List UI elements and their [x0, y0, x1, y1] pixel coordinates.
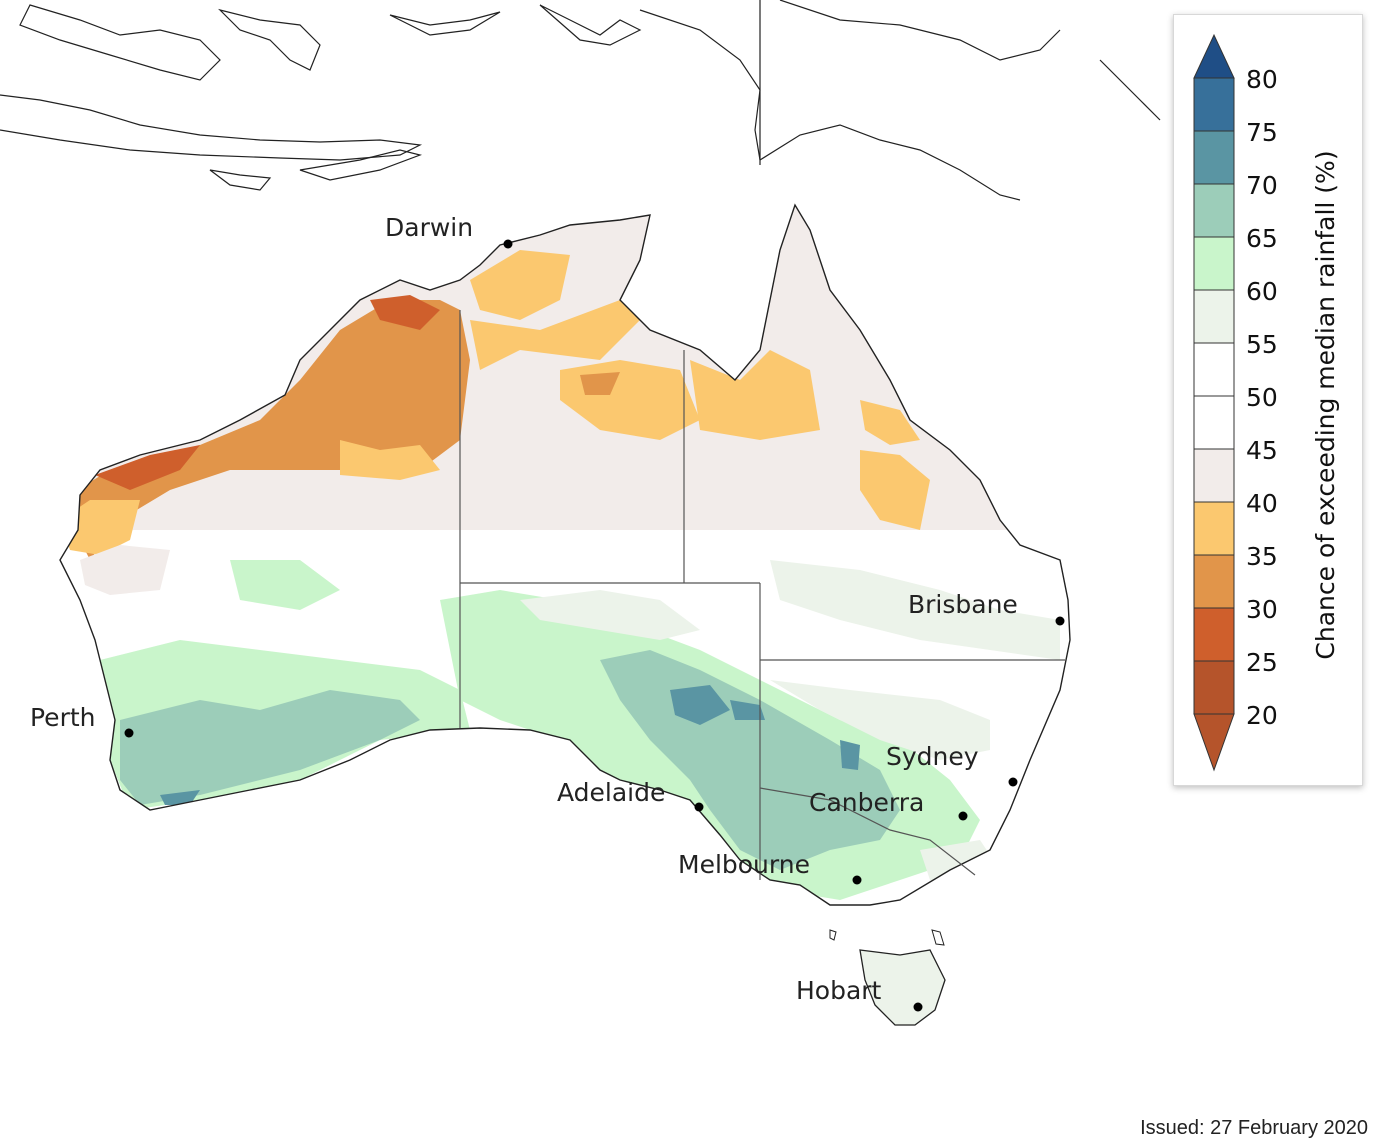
colorbar-bin [1193, 501, 1235, 556]
city-darwin: Darwin [385, 213, 513, 249]
australia-landmass [59, 204, 1071, 906]
city-label: Adelaide [557, 778, 665, 807]
tick-label: 55 [1246, 330, 1278, 359]
city-melbourne: Melbourne [678, 850, 862, 885]
tick-label: 70 [1246, 171, 1278, 200]
tick-label: 25 [1246, 648, 1278, 677]
city-adelaide: Adelaide [557, 778, 704, 812]
city-marker [694, 802, 704, 812]
colorbar-bottom-arrow [1193, 713, 1235, 772]
city-marker [124, 728, 134, 738]
city-marker [1008, 777, 1018, 787]
colorbar-bin [1193, 289, 1235, 344]
colorbar-title: Chance of exceeding median rainfall (%) [1311, 150, 1340, 659]
colorbar-bin [1193, 183, 1235, 238]
city-label: Darwin [385, 213, 473, 242]
colorbar-bin [1193, 554, 1235, 609]
tick-label: 60 [1246, 277, 1278, 306]
colorbar-bin [1193, 660, 1235, 715]
city-label: Brisbane [908, 590, 1018, 619]
colorbar-bin [1193, 236, 1235, 291]
city-marker [852, 875, 862, 885]
city-label: Perth [30, 703, 96, 732]
city-perth: Perth [30, 703, 134, 738]
colorbar-bin [1193, 130, 1235, 185]
city-label: Hobart [796, 976, 882, 1005]
tick-label: 50 [1246, 383, 1278, 412]
colorbar-bin [1193, 342, 1235, 397]
state-borders [459, 310, 1065, 880]
tick-label: 20 [1246, 701, 1278, 730]
city-sydney: Sydney [886, 742, 1018, 787]
tick-label: 40 [1246, 489, 1278, 518]
city-label: Canberra [809, 788, 924, 817]
colorbar-bin [1193, 77, 1235, 132]
city-label: Sydney [886, 742, 979, 771]
tick-label: 80 [1246, 65, 1278, 94]
tick-label: 75 [1246, 118, 1278, 147]
city-marker [1055, 616, 1065, 626]
colorbar-bin [1193, 607, 1235, 662]
city-label: Melbourne [678, 850, 810, 879]
colorbar-bin [1193, 448, 1235, 503]
city-hobart: Hobart [796, 976, 923, 1012]
colorbar-legend: 80 75 70 65 60 55 50 45 40 35 30 25 20 C… [1173, 14, 1363, 786]
city-marker [503, 239, 513, 249]
city-canberra: Canberra [809, 788, 968, 821]
tick-label: 45 [1246, 436, 1278, 465]
colorbar-bin [1193, 395, 1235, 450]
northern-islands [0, 0, 1161, 201]
rainfall-outlook-map: Darwin Brisbane Perth Sydney Adelaide Ca… [0, 0, 1161, 1026]
tick-label: 30 [1246, 595, 1278, 624]
city-marker [958, 811, 968, 821]
tick-label: 35 [1246, 542, 1278, 571]
city-brisbane: Brisbane [908, 590, 1065, 626]
tasmania [829, 929, 946, 1026]
colorbar-top-arrow [1193, 33, 1235, 79]
issued-date: Issued: 27 February 2020 [1140, 1117, 1368, 1139]
tick-label: 65 [1246, 224, 1278, 253]
city-marker [913, 1002, 923, 1012]
